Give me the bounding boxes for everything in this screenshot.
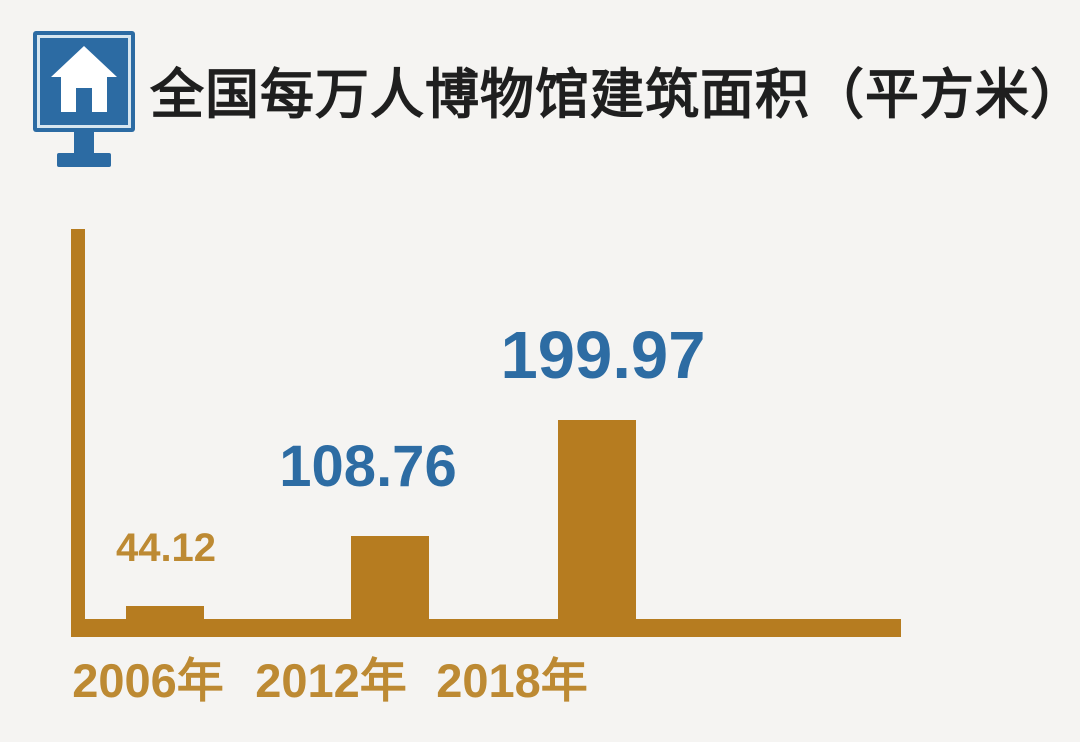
house-door [76, 88, 92, 112]
chart-title: 全国每万人博物馆建筑面积（平方米） [150, 65, 1080, 125]
sign-inner-border [37, 35, 131, 128]
value-label-2006年: 44.12 [115, 526, 217, 570]
bar-2012年 [351, 536, 429, 621]
house-icon [51, 46, 117, 112]
sign-base [57, 153, 111, 167]
x-tick-label-2018年: 2018年 [436, 654, 588, 707]
y-axis [71, 229, 85, 637]
x-tick-label-2006年: 2006年 [72, 654, 224, 707]
value-label-2012年: 108.76 [279, 434, 457, 499]
x-axis [71, 619, 901, 637]
bar-2018年 [558, 420, 636, 621]
x-tick-label-2012年: 2012年 [255, 654, 407, 707]
museum-sign-icon [33, 31, 135, 167]
sign-post [74, 132, 94, 155]
value-label-2018年: 199.97 [500, 318, 706, 393]
bar-2006年 [126, 606, 204, 621]
